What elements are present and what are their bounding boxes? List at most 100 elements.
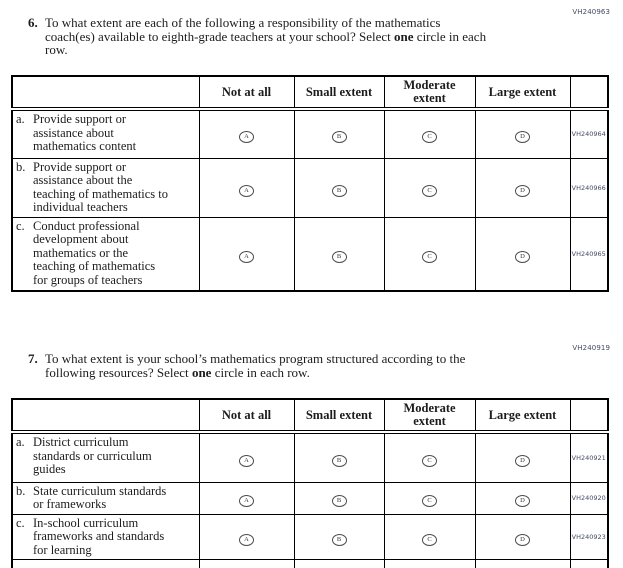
header-spacer: [12, 76, 199, 109]
row-label: Provide support or assistance about math…: [33, 113, 136, 154]
column-header-not-at-all: Not at all: [199, 399, 294, 432]
answer-cell-large-extent: D: [475, 514, 570, 560]
answer-cell-moderate-extent: C: [384, 482, 475, 514]
question6-accession-code: VH240963: [572, 8, 610, 16]
question6-row-c: c.Conduct professional development about…: [12, 217, 608, 291]
question6-block: 6. To what extent are each of the follow…: [28, 16, 570, 57]
row-letter: b.: [16, 161, 33, 215]
answer-circle-d[interactable]: D: [515, 185, 530, 197]
row-item-code: VH240923: [570, 514, 608, 560]
answer-circle-b[interactable]: B: [332, 185, 347, 197]
question7-bold-word: one: [192, 365, 212, 380]
question7-response-table: Not at all Small extent Moderate extent …: [11, 398, 609, 568]
header-code-spacer: [570, 76, 608, 109]
answer-circle-c[interactable]: C: [422, 185, 437, 197]
answer-circle-d[interactable]: D: [515, 131, 530, 143]
row-label: Conduct professional development about m…: [33, 220, 155, 288]
answer-cell-not-at-all: A: [199, 482, 294, 514]
column-header-not-at-all: Not at all: [199, 76, 294, 109]
header-code-spacer: [570, 399, 608, 432]
answer-cell-not-at-all: A: [199, 109, 294, 158]
question7-number: 7.: [28, 352, 45, 379]
answer-circle-c[interactable]: C: [422, 131, 437, 143]
row-letter: c.: [16, 517, 33, 558]
row-label: District curriculum standards or curricu…: [33, 436, 152, 477]
question6-text-part1: To what extent are each of the following…: [45, 15, 440, 44]
question7-row-b: b.State curriculum standards or framewor…: [12, 482, 608, 514]
question7-text-part2: circle in each row.: [211, 365, 309, 380]
row-item-code: VH240921: [570, 432, 608, 482]
question7-header-row: Not at all Small extent Moderate extent …: [12, 399, 608, 432]
answer-cell-large-extent: D: [475, 482, 570, 514]
question7-block: 7. To what extent is your school’s mathe…: [28, 352, 570, 379]
answer-circle-c[interactable]: C: [422, 534, 437, 546]
answer-circle-a[interactable]: A: [239, 455, 254, 467]
answer-cell-small-extent: B: [294, 514, 384, 560]
question7-row-a: a.District curriculum standards or curri…: [12, 432, 608, 482]
answer-circle-b[interactable]: B: [332, 455, 347, 467]
answer-cell-small-extent: B: [294, 432, 384, 482]
question6-number: 6.: [28, 16, 45, 57]
answer-cell-large-extent: D: [475, 158, 570, 217]
answer-circle-a[interactable]: A: [239, 131, 254, 143]
row-item-code: VH240966: [570, 158, 608, 217]
answer-cell-large-extent: D: [475, 109, 570, 158]
answer-circle-b[interactable]: B: [332, 534, 347, 546]
row-label: State curriculum standards or frameworks: [33, 485, 166, 512]
answer-circle-a[interactable]: A: [239, 534, 254, 546]
answer-cell-moderate-extent: C: [384, 109, 475, 158]
answer-circle-c[interactable]: C: [422, 455, 437, 467]
answer-cell-not-at-all: A: [199, 217, 294, 291]
answer-cell-moderate-extent: C: [384, 217, 475, 291]
answer-circle-c[interactable]: C: [422, 495, 437, 507]
answer-cell-small-extent: B: [294, 482, 384, 514]
answer-circle-d[interactable]: D: [515, 455, 530, 467]
row-label-cell: b.State curriculum standards or framewor…: [12, 482, 199, 514]
answer-cell-large-extent: D: [475, 217, 570, 291]
row-label-cell: b.Provide support or assistance about th…: [12, 158, 199, 217]
answer-circle-a[interactable]: A: [239, 495, 254, 507]
question7-row-c: c.In-school curriculum frameworks and st…: [12, 514, 608, 560]
row-label-cell: a.District curriculum standards or curri…: [12, 432, 199, 482]
column-header-large-extent: Large extent: [475, 399, 570, 432]
answer-cell-moderate-extent: C: [384, 432, 475, 482]
answer-circle-d[interactable]: D: [515, 534, 530, 546]
column-header-small-extent: Small extent: [294, 76, 384, 109]
answer-circle-a[interactable]: A: [239, 251, 254, 263]
answer-cell-not-at-all: A: [199, 514, 294, 560]
question6-row-b: b.Provide support or assistance about th…: [12, 158, 608, 217]
row-item-code: VH240965: [570, 217, 608, 291]
answer-cell-moderate-extent: C: [384, 514, 475, 560]
column-header-large-extent: Large extent: [475, 76, 570, 109]
answer-circle-a[interactable]: A: [239, 185, 254, 197]
question7-text: To what extent is your school’s mathemat…: [45, 352, 570, 379]
column-header-moderate-extent: Moderate extent: [384, 399, 475, 432]
answer-cell-not-at-all: A: [199, 432, 294, 482]
row-item-code: VH240920: [570, 482, 608, 514]
question6-response-table: Not at all Small extent Moderate extent …: [11, 75, 609, 292]
column-header-moderate-extent: Moderate extent: [384, 76, 475, 109]
answer-circle-c[interactable]: C: [422, 251, 437, 263]
question6-bold-word: one: [394, 29, 414, 44]
answer-cell-large-extent: D: [475, 432, 570, 482]
answer-circle-d[interactable]: D: [515, 495, 530, 507]
question7-accession-code: VH240919: [572, 344, 610, 352]
header-spacer: [12, 399, 199, 432]
answer-circle-b[interactable]: B: [332, 131, 347, 143]
question6-text: To what extent are each of the following…: [45, 16, 570, 57]
row-label-cell: c.In-school curriculum frameworks and st…: [12, 514, 199, 560]
row-label: Provide support or assistance about the …: [33, 161, 168, 215]
row-letter: c.: [16, 220, 33, 288]
answer-cell-moderate-extent: C: [384, 158, 475, 217]
row-label-cell: c.Conduct professional development about…: [12, 217, 199, 291]
answer-cell-small-extent: B: [294, 109, 384, 158]
answer-circle-b[interactable]: B: [332, 495, 347, 507]
question6-header-row: Not at all Small extent Moderate extent …: [12, 76, 608, 109]
question6-row-a: a.Provide support or assistance about ma…: [12, 109, 608, 158]
column-header-small-extent: Small extent: [294, 399, 384, 432]
answer-circle-d[interactable]: D: [515, 251, 530, 263]
row-label-cell: a.Provide support or assistance about ma…: [12, 109, 199, 158]
row-letter: b.: [16, 485, 33, 512]
answer-circle-b[interactable]: B: [332, 251, 347, 263]
